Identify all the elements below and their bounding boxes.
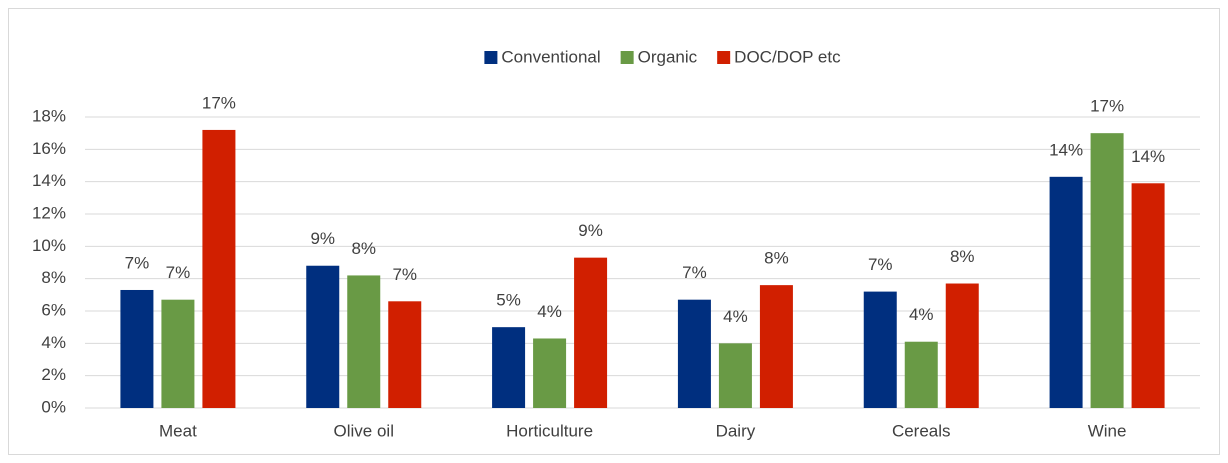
value-label: 17% <box>202 93 236 112</box>
legend-swatch <box>717 51 731 64</box>
value-label: 4% <box>537 302 562 321</box>
value-label: 5% <box>496 291 521 310</box>
bar <box>1090 133 1124 408</box>
value-label: 14% <box>1131 147 1165 166</box>
value-label: 4% <box>909 305 934 324</box>
bar <box>161 299 195 408</box>
bar <box>120 289 154 408</box>
x-tick-label: Olive oil <box>334 421 394 440</box>
bar <box>677 299 711 408</box>
bar <box>492 327 526 408</box>
bar <box>347 275 381 408</box>
legend-label: Conventional <box>501 47 600 66</box>
bar <box>388 301 422 408</box>
y-tick-label: 14% <box>32 171 66 190</box>
value-label: 14% <box>1049 140 1083 159</box>
y-tick-label: 2% <box>41 365 66 384</box>
legend-swatch <box>484 51 498 64</box>
value-label: 7% <box>868 255 893 274</box>
value-label: 7% <box>682 263 707 282</box>
y-tick-label: 16% <box>32 139 66 158</box>
y-tick-label: 12% <box>32 203 66 222</box>
legend-swatch <box>620 51 634 64</box>
y-tick-label: 10% <box>32 236 66 255</box>
x-tick-label: Horticulture <box>506 421 593 440</box>
legend-label: DOC/DOP etc <box>734 47 841 66</box>
y-tick-label: 18% <box>32 106 66 125</box>
bar <box>574 257 608 408</box>
bar <box>904 341 938 408</box>
bar <box>1131 183 1165 408</box>
value-label: 7% <box>125 253 150 272</box>
value-label: 7% <box>166 263 191 282</box>
y-tick-label: 6% <box>41 300 66 319</box>
bar <box>759 285 793 408</box>
value-label: 7% <box>392 265 417 284</box>
y-tick-label: 0% <box>41 397 66 416</box>
value-label: 9% <box>310 229 335 248</box>
value-label: 8% <box>764 249 789 268</box>
legend-label: Organic <box>638 47 698 66</box>
bar <box>1049 176 1083 408</box>
bar <box>306 265 340 408</box>
value-label: 4% <box>723 307 748 326</box>
x-tick-label: Cereals <box>892 421 951 440</box>
bar <box>533 338 567 408</box>
y-tick-label: 4% <box>41 333 66 352</box>
bar <box>863 291 897 408</box>
bar <box>945 283 979 408</box>
value-label: 8% <box>351 239 376 258</box>
x-tick-label: Dairy <box>716 421 756 440</box>
value-label: 17% <box>1090 97 1124 116</box>
value-label: 8% <box>950 247 975 266</box>
value-label: 9% <box>578 221 603 240</box>
x-tick-label: Wine <box>1088 421 1127 440</box>
x-tick-label: Meat <box>159 421 197 440</box>
bar <box>202 129 236 408</box>
bar <box>718 343 752 408</box>
y-tick-label: 8% <box>41 268 66 287</box>
